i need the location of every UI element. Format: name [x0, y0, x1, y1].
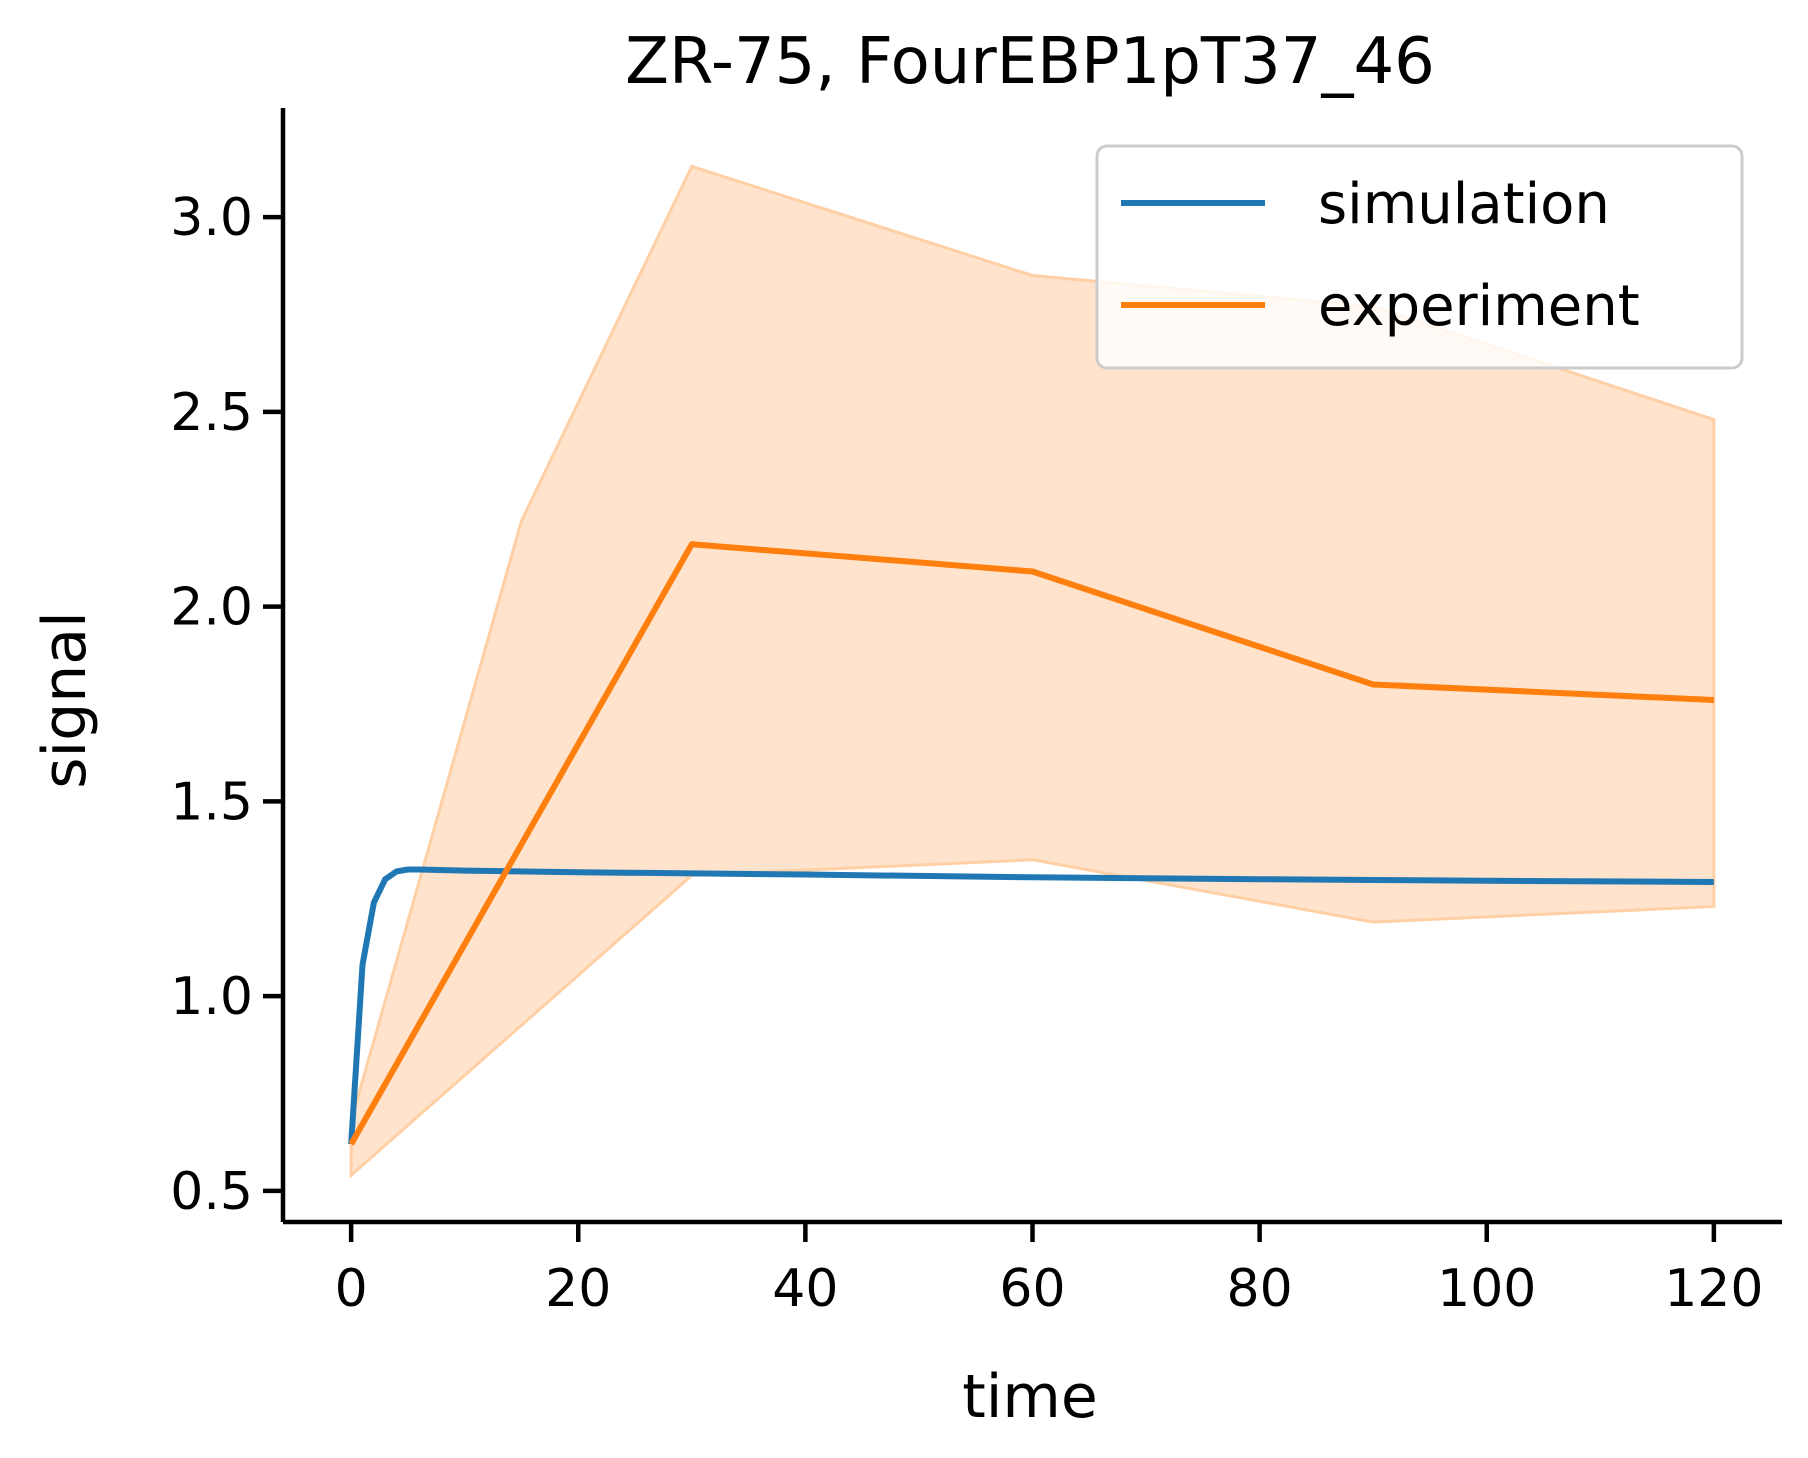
y-tick-label: 3.0 [170, 188, 253, 248]
y-tick-label: 0.5 [170, 1162, 253, 1222]
x-tick-label: 20 [545, 1259, 611, 1319]
x-tick-label: 60 [999, 1259, 1065, 1319]
chart-title: ZR-75, FourEBP1pT37_46 [625, 25, 1435, 99]
legend-label-experiment: experiment [1318, 274, 1640, 339]
x-tick-label: 0 [335, 1259, 368, 1319]
y-axis-label: signal [30, 611, 100, 788]
legend: simulation experiment [1095, 144, 1744, 370]
y-tick-label: 1.5 [170, 772, 253, 832]
series-line-experiment [348, 541, 1715, 1146]
x-ticks: 0 20 40 60 80 100 120 [335, 1222, 1763, 1319]
y-tick-label: 2.0 [170, 578, 253, 638]
series-lines [348, 541, 1715, 1146]
x-tick-label: 100 [1437, 1259, 1536, 1319]
y-ticks: 0.5 1.0 1.5 2.0 2.5 3.0 [170, 188, 283, 1222]
plot-area [348, 164, 1716, 1179]
legend-label-simulation: simulation [1318, 172, 1610, 237]
x-tick-label: 40 [772, 1259, 838, 1319]
x-tick-label: 120 [1664, 1259, 1763, 1319]
x-axis-label: time [962, 1362, 1098, 1432]
axes: 0 20 40 60 80 100 120 0.5 1.0 1.5 2.0 2.5 3.0 [170, 108, 1782, 1319]
y-tick-label: 1.0 [170, 967, 253, 1027]
x-tick-label: 80 [1227, 1259, 1293, 1319]
series-line-simulation [348, 866, 1714, 1145]
y-tick-label: 2.5 [170, 383, 253, 443]
